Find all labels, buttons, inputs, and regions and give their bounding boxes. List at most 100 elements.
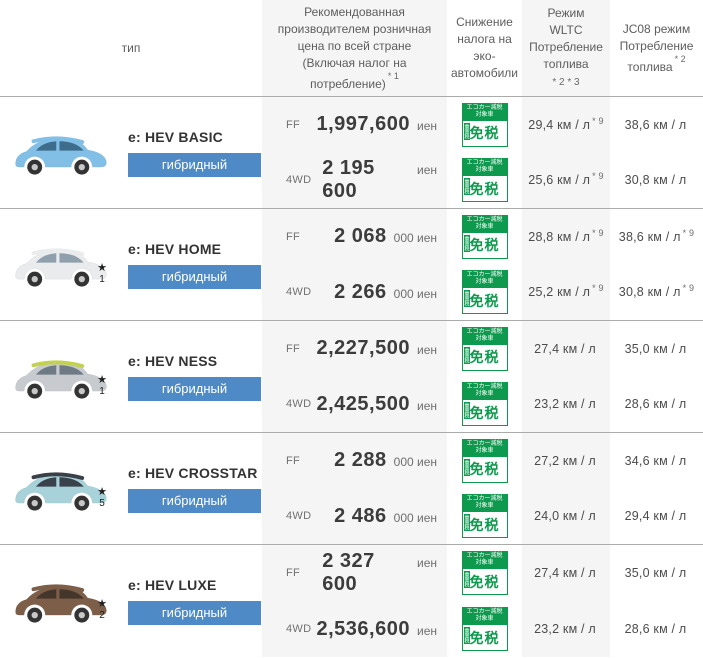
price-currency: 000 иен (393, 231, 437, 246)
jc08-value-4wd: 30,8 км / л (624, 173, 687, 188)
drive-label: FF (286, 118, 301, 131)
hybrid-badge: гибридный (128, 376, 261, 401)
type-cell: ★ 1 e: HEV HOME гибридный (0, 209, 262, 320)
type-cell: ★ 5 e: HEV CROSSTAR гибридный (0, 433, 262, 544)
drive-label: 4WD (286, 510, 312, 523)
wltc-value-4wd: 23,2 км / л (534, 397, 596, 412)
price-currency: иен (416, 119, 437, 134)
hybrid-badge: гибридный (128, 601, 261, 625)
model-block: e: HEV HOME гибридный (128, 241, 261, 289)
price-cell: FF 2 068 000 иен 4WD 2 266 000 иен (262, 209, 447, 320)
header-type-label: тип (121, 40, 141, 55)
eco-tax-cell: エコカー減税 対象車 重量税 免税 エコカー減税 対象車 重量税 免税 (447, 97, 522, 208)
eco-tax-exempt-badge: エコカー減税 対象車 重量税 免税 (461, 270, 508, 315)
header-eco-tax: Снижение налога на эко- автомобили (447, 0, 522, 96)
wltc-value-4wd: 23,2 км / л (534, 622, 596, 636)
car-image (15, 135, 107, 175)
price-currency: иен (416, 556, 437, 570)
eco-tax-exempt-badge: エコカー減税 対象車 重量税 免税 (461, 158, 508, 203)
model-name: e: HEV LUXE (128, 577, 217, 593)
jc08-cell: 38,6 км / л 30,8 км / л (610, 97, 703, 208)
model-block: e: HEV LUXE гибридный (128, 577, 261, 625)
price-value: 2,425,500 (316, 392, 410, 415)
footnote-star: ★ 5 (94, 486, 110, 510)
table-row: ★ 5 e: HEV CROSSTAR гибридный FF 2 288 00… (0, 433, 703, 545)
tax-exempt-label: 免税 (469, 349, 500, 366)
jc08-cell: 35,0 км / л 28,6 км / л (610, 321, 703, 432)
header-jc08-footnote: * 2 (674, 53, 686, 64)
header-jc08: JC08 режим Потребление топлива* 2 (610, 0, 703, 96)
drive-label: 4WD (286, 398, 312, 411)
eco-tax-exempt-badge: エコカー減税 対象車 重量税 免税 (461, 438, 508, 483)
weight-tax-label: 重量税 (463, 571, 470, 588)
model-name: e: HEV CROSSTAR (128, 464, 258, 481)
price-currency: иен (416, 398, 437, 413)
table-header: тип Рекомендованная производителем розни… (0, 0, 703, 97)
drive-label: 4WD (286, 286, 312, 299)
wltc-value-ff: 27,4 км / л (534, 566, 596, 580)
price-cell: FF 2 327 600 иен 4WD 2,536,600 иен (262, 545, 447, 657)
star-icon: ★ (97, 486, 107, 498)
tax-exempt-label: 免税 (469, 629, 500, 646)
header-jc08-label: JC08 режим Потребление топлива (619, 21, 694, 74)
jc08-cell: 34,6 км / л 29,4 км / л (610, 433, 703, 544)
wltc-value-4wd: 24,0 км / л (534, 509, 596, 524)
header-wltc-footnote: * 2 * 3 (552, 77, 580, 88)
header-wltc-label: Режим WLTC Потребление топлива (529, 6, 603, 71)
jc08-value-4wd: 28,6 км / л (624, 397, 687, 412)
price-line-4wd: 4WD 2,425,500 иен (262, 377, 447, 433)
price-value: 2 327 600 (322, 550, 375, 595)
jc08-value-ff: 35,0 км / л (624, 341, 687, 356)
table-row: ★ 1 e: HEV NESS гибридный FF 2,227,500 ие… (0, 321, 703, 433)
car-image (15, 471, 107, 511)
jc08-cell: 35,0 км / л 28,6 км / л (610, 545, 703, 657)
footnote-star: ★ 2 (94, 598, 110, 622)
price-line-4wd: 4WD 2 195 600 иен (262, 153, 447, 209)
jc08-value-ff: 34,6 км / л (624, 453, 687, 468)
weight-tax-label: 重量税 (463, 178, 470, 196)
price-line-4wd: 4WD 2 266 000 иен (262, 265, 447, 321)
footnote-star: ★ 1 (94, 262, 110, 286)
star-icon: ★ (97, 598, 107, 610)
price-line-4wd: 4WD 2 486 000 иен (262, 489, 447, 545)
jc08-value-ff: 38,6 км / л (624, 117, 687, 132)
eco-tax-cell: エコカー減税 対象車 重量税 免税 エコカー減税 対象車 重量税 免税 (447, 321, 522, 432)
weight-tax-label: 重量税 (463, 122, 470, 140)
wltc-value-ff: 28,8 км / л * 9 (528, 227, 604, 244)
star-icon: ★ (97, 374, 107, 386)
weight-tax-label: 重量税 (463, 346, 470, 364)
price-line-ff: FF 2 288 000 иен (262, 433, 447, 489)
price-cell: FF 1,997,600 иен 4WD 2 195 600 иен (262, 97, 447, 208)
type-cell: e: HEV BASIC гибридный (0, 97, 262, 208)
wltc-value-ff: 27,4 км / л (534, 341, 596, 356)
eco-tax-cell: エコカー減税 対象車 重量税 免税 エコカー減税 対象車 重量税 免税 (447, 433, 522, 544)
car-image (15, 359, 107, 399)
model-name: e: HEV HOME (128, 240, 222, 257)
wltc-cell: 28,8 км / л * 9 25,2 км / л * 9 (522, 209, 610, 320)
eco-tax-exempt-badge: エコカー減税 対象車 重量税 免税 (461, 102, 508, 147)
price-line-ff: FF 2,227,500 иен (262, 321, 447, 377)
wltc-value-4wd: 25,2 км / л * 9 (528, 283, 604, 300)
price-value: 2 486 (334, 504, 387, 527)
drive-label: FF (286, 230, 301, 243)
price-value: 2 068 (334, 225, 387, 248)
star-icon: ★ (97, 262, 107, 274)
eco-tax-exempt-badge: エコカー減税 対象車 重量税 免税 (461, 326, 508, 371)
eco-tax-exempt-badge: エコカー減税 対象車 重量税 免税 (461, 382, 508, 427)
type-cell: ★ 2 e: HEV LUXE гибридный (0, 545, 262, 657)
wltc-cell: 27,4 км / л 23,2 км / л (522, 321, 610, 432)
header-wltc: Режим WLTC Потребление топлива * 2 * 3 (522, 0, 610, 96)
jc08-value-ff: 38,6 км / л * 9 (618, 227, 695, 244)
wltc-cell: 27,2 км / л 24,0 км / л (522, 433, 610, 544)
hybrid-badge: гибридный (128, 152, 261, 177)
footnote-star: ★ 1 (94, 374, 110, 398)
header-eco-label: Снижение налога на эко- автомобили (450, 15, 519, 80)
eco-tax-exempt-badge: エコカー減税 対象車 重量税 免税 (461, 551, 508, 595)
tax-exempt-label: 免税 (469, 573, 500, 590)
header-price-footnote: * 1 (387, 70, 399, 81)
tax-exempt-label: 免税 (469, 461, 500, 478)
model-block: e: HEV CROSSTAR гибридный (128, 465, 261, 513)
price-cell: FF 2 288 000 иен 4WD 2 486 000 иен (262, 433, 447, 544)
tax-exempt-label: 免税 (469, 516, 500, 533)
wltc-cell: 27,4 км / л 23,2 км / л (522, 545, 610, 657)
